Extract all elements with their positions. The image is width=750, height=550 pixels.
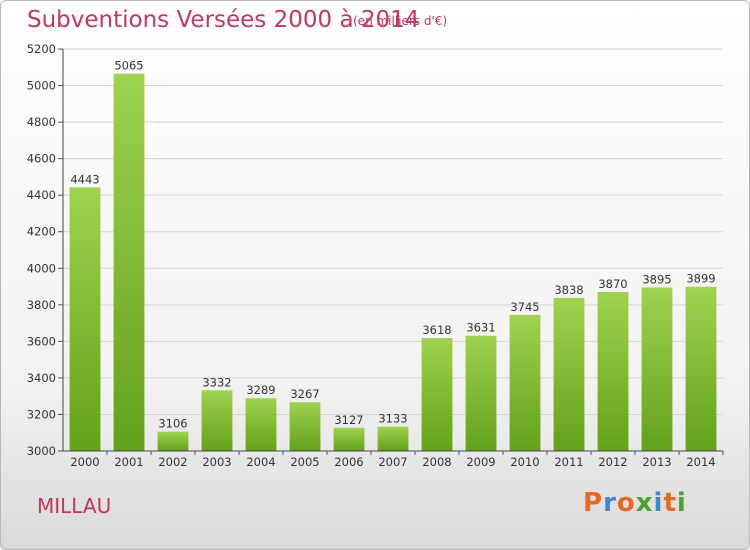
bar-2013 <box>641 287 673 451</box>
x-tick-label: 2001 <box>114 455 143 469</box>
y-tick-label: 3600 <box>27 334 56 348</box>
bar-value-label: 5065 <box>114 59 143 73</box>
x-tick-label: 2000 <box>70 455 99 469</box>
bar-2007 <box>377 426 409 451</box>
bar-value-label: 3133 <box>378 412 407 426</box>
bar-value-label: 3267 <box>290 387 319 401</box>
logo-letter: i <box>653 488 664 518</box>
logo-letter: x <box>635 488 654 518</box>
logo-letter: P <box>583 488 604 518</box>
y-tick-label: 4000 <box>27 261 56 275</box>
logo-letter: t <box>663 488 677 518</box>
bar-2012 <box>597 292 629 451</box>
bar-value-label: 3838 <box>554 283 583 297</box>
x-tick-label: 2007 <box>378 455 407 469</box>
bar-value-label: 3127 <box>334 413 363 427</box>
bar-2008 <box>421 338 453 451</box>
bar-value-label: 3899 <box>686 272 715 286</box>
bar-value-label: 3106 <box>158 417 187 431</box>
bar-value-label: 3870 <box>598 277 627 291</box>
y-tick-label: 4400 <box>27 188 56 202</box>
x-tick-label: 2012 <box>598 455 627 469</box>
bar-2002 <box>157 431 189 451</box>
x-tick-label: 2005 <box>290 455 319 469</box>
logo-letter: o <box>616 488 636 518</box>
bar-value-label: 3618 <box>422 323 451 337</box>
bar-2014 <box>685 286 717 451</box>
y-tick-label: 5200 <box>27 42 56 56</box>
y-tick-label: 3200 <box>27 407 56 421</box>
bar-value-label: 4443 <box>70 172 99 186</box>
proxiti-logo: Proxiti <box>583 488 687 518</box>
bar-2001 <box>113 73 145 451</box>
bar-value-label: 3745 <box>510 300 539 314</box>
bar-value-label: 3895 <box>642 272 671 286</box>
x-tick-label: 2008 <box>422 455 451 469</box>
chart-subtitle: (en milliers d'€) <box>353 14 448 28</box>
y-tick-label: 4800 <box>27 115 56 129</box>
x-tick-label: 2004 <box>246 455 275 469</box>
y-tick-label: 5000 <box>27 79 56 93</box>
chart-title: Subventions Versées 2000 à 2014 <box>27 7 420 33</box>
x-tick-label: 2014 <box>686 455 715 469</box>
x-tick-label: 2010 <box>510 455 539 469</box>
bar-2000 <box>69 187 101 452</box>
y-tick-label: 3400 <box>27 371 56 385</box>
y-tick-label: 4600 <box>27 152 56 166</box>
logo-letter: i <box>676 488 687 518</box>
bar-value-label: 3289 <box>246 383 275 397</box>
bar-2004 <box>245 398 277 451</box>
city-name: MILLAU <box>37 494 112 518</box>
y-tick-label: 3000 <box>27 444 56 458</box>
bar-value-label: 3631 <box>466 321 495 335</box>
logo-letter: r <box>603 488 617 518</box>
bar-2006 <box>333 427 365 451</box>
bar-2009 <box>465 335 497 451</box>
y-tick-label: 4200 <box>27 225 56 239</box>
bar-2011 <box>553 297 585 451</box>
x-tick-label: 2003 <box>202 455 231 469</box>
bar-2010 <box>509 314 541 451</box>
bar-2003 <box>201 390 233 451</box>
x-tick-label: 2006 <box>334 455 363 469</box>
x-tick-label: 2013 <box>642 455 671 469</box>
x-tick-label: 2002 <box>158 455 187 469</box>
x-tick-label: 2009 <box>466 455 495 469</box>
bar-2005 <box>289 402 321 451</box>
bar-value-label: 3332 <box>202 375 231 389</box>
y-tick-label: 3800 <box>27 298 56 312</box>
x-tick-label: 2011 <box>554 455 583 469</box>
